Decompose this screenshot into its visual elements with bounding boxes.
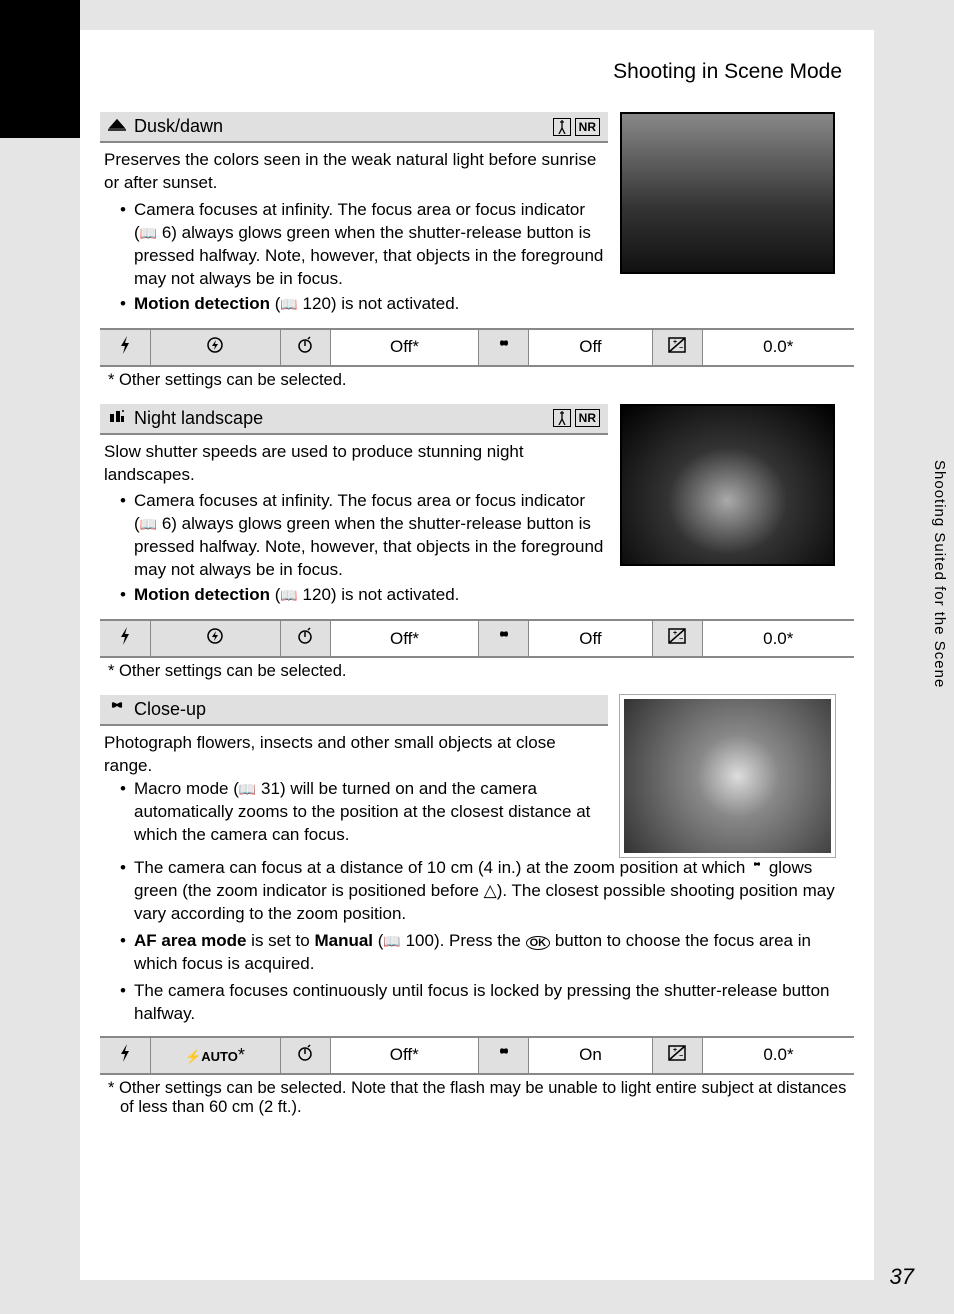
night-settings-table: Off* Off +− 0.0*: [100, 619, 854, 658]
nr-icon: NR: [575, 118, 600, 136]
exposure-icon-cell: +−: [652, 620, 702, 657]
timer-icon-cell: [280, 329, 330, 366]
exposure-icon-cell: +−: [652, 1037, 702, 1074]
night-sample-image: [620, 404, 835, 566]
book-icon: 📖: [280, 587, 297, 603]
dusk-title: Dusk/dawn: [134, 116, 223, 137]
black-side-bar: [0, 0, 80, 138]
macro-icon-cell: [479, 329, 529, 366]
svg-text:+: +: [673, 339, 677, 346]
night-icon: [108, 408, 126, 429]
timer-icon-cell: [280, 620, 330, 657]
closeup-bullet-2: The camera can focus at a distance of 10…: [120, 857, 850, 926]
svg-text:−: −: [679, 345, 683, 352]
page-content: Shooting in Scene Mode Dusk/dawn NR Pres…: [80, 30, 874, 1280]
timer-value: Off*: [330, 1037, 479, 1074]
macro-icon-cell: [479, 620, 529, 657]
triangle-icon: △: [484, 880, 497, 903]
book-icon: 📖: [383, 933, 400, 949]
page-number: 37: [890, 1264, 914, 1290]
book-icon: 📖: [280, 296, 297, 312]
night-text: Slow shutter speeds are used to produce …: [100, 435, 608, 608]
timer-icon-cell: [280, 1037, 330, 1074]
dusk-header: Dusk/dawn NR: [100, 112, 608, 143]
timer-value: Off*: [330, 329, 479, 366]
book-icon: 📖: [239, 781, 256, 797]
dusk-text: Preserves the colors seen in the weak na…: [100, 143, 608, 316]
closeup-icon: [108, 699, 126, 720]
closeup-bullet-4: The camera focuses continuously until fo…: [120, 980, 850, 1026]
closeup-bullet-1: Macro mode (📖 31) will be turned on and …: [120, 778, 604, 847]
timer-value: Off*: [330, 620, 479, 657]
flash-value: [150, 329, 280, 366]
macro-inline-icon: [750, 857, 764, 880]
macro-value: On: [529, 1037, 653, 1074]
dusk-footnote: Other settings can be selected.: [112, 367, 854, 404]
exposure-value: 0.0*: [702, 1037, 854, 1074]
svg-text:+: +: [673, 1047, 677, 1054]
closeup-footnote: Other settings can be selected. Note tha…: [112, 1075, 854, 1131]
exposure-value: 0.0*: [702, 620, 854, 657]
closeup-header: Close-up: [100, 695, 608, 726]
ok-button-icon: OK: [526, 936, 551, 950]
closeup-bullet-3: AF area mode is set to Manual (📖 100). P…: [120, 930, 850, 976]
svg-text:−: −: [679, 1053, 683, 1060]
exposure-value: 0.0*: [702, 329, 854, 366]
dusk-intro: Preserves the colors seen in the weak na…: [104, 149, 604, 195]
exposure-icon-cell: +−: [652, 329, 702, 366]
closeup-text-top: Photograph flowers, insects and other sm…: [100, 726, 608, 847]
svg-text:+: +: [673, 630, 677, 637]
dusk-bullet-1: Camera focuses at infinity. The focus ar…: [120, 199, 604, 291]
dusk-icon: [108, 116, 126, 137]
closeup-title: Close-up: [134, 699, 206, 720]
flash-value: [150, 620, 280, 657]
dusk-settings-table: Off* Off +− 0.0*: [100, 328, 854, 367]
night-bullet-2: Motion detection (📖 120) is not activate…: [120, 584, 604, 607]
closeup-settings-table: ⚡AUTO* Off* On +− 0.0*: [100, 1036, 854, 1075]
side-tab-text: Shooting Suited for the Scene: [931, 460, 948, 688]
night-title: Night landscape: [134, 408, 263, 429]
page-header: Shooting in Scene Mode: [100, 60, 854, 84]
flash-icon-cell: [100, 620, 150, 657]
macro-icon-cell: [479, 1037, 529, 1074]
flash-icon-cell: [100, 1037, 150, 1074]
macro-value: Off: [529, 329, 652, 366]
closeup-section: Close-up Photograph flowers, insects and…: [100, 695, 854, 857]
night-footnote: Other settings can be selected.: [112, 658, 854, 695]
closeup-text-full: The camera can focus at a distance of 10…: [100, 857, 854, 1026]
macro-value: Off: [529, 620, 652, 657]
night-bullet-1: Camera focuses at infinity. The focus ar…: [120, 490, 604, 582]
night-header: Night landscape NR: [100, 404, 608, 435]
night-intro: Slow shutter speeds are used to produce …: [104, 441, 604, 487]
book-icon: 📖: [140, 225, 157, 241]
closeup-sample-image: [620, 695, 835, 857]
flash-icon-cell: [100, 329, 150, 366]
dusk-bullet-2: Motion detection (📖 120) is not activate…: [120, 293, 604, 316]
night-section: Night landscape NR Slow shutter speeds a…: [100, 404, 854, 610]
flash-value: ⚡AUTO*: [150, 1037, 280, 1074]
book-icon: 📖: [140, 516, 157, 532]
dusk-sample-image: [620, 112, 835, 274]
svg-text:−: −: [679, 636, 683, 643]
closeup-intro: Photograph flowers, insects and other sm…: [104, 732, 604, 778]
tripod-icon: [553, 409, 571, 427]
nr-icon: NR: [575, 409, 600, 427]
tripod-icon: [553, 118, 571, 136]
dusk-section: Dusk/dawn NR Preserves the colors seen i…: [100, 112, 854, 318]
